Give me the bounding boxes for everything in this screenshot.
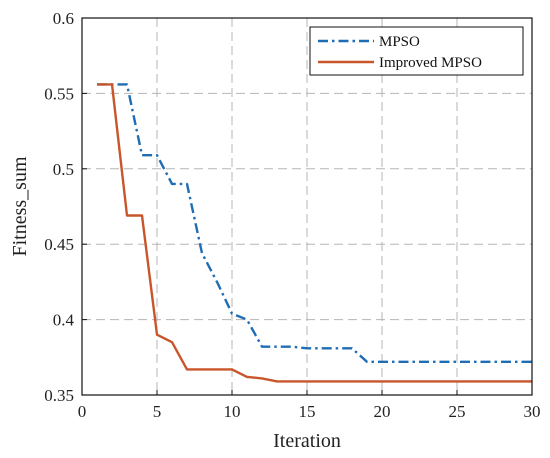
series-line-mpso bbox=[97, 83, 532, 363]
x-tick-label: 30 bbox=[524, 402, 541, 421]
y-axis-title: Fitness_sum bbox=[9, 156, 31, 256]
y-tick-label: 0.55 bbox=[44, 84, 74, 103]
series-line-improved-mpso bbox=[97, 83, 532, 383]
y-tick-label: 0.4 bbox=[53, 311, 75, 330]
ticks: 0 5 10 15 20 25 30 0.35 0.4 0.45 0.5 0.55 0.6 bbox=[44, 9, 540, 421]
legend-label-improved-mpso: Improved MPSO bbox=[379, 55, 482, 71]
y-tick-label: 0.5 bbox=[53, 160, 74, 179]
x-axis-title: Iteration bbox=[273, 430, 341, 452]
y-tick-label: 0.45 bbox=[44, 235, 74, 254]
grid bbox=[82, 18, 532, 395]
x-tick-label: 15 bbox=[299, 402, 316, 421]
y-tick-label: 0.6 bbox=[53, 9, 74, 28]
legend-label-mpso: MPSO bbox=[379, 34, 420, 50]
x-tick-label: 10 bbox=[224, 402, 241, 421]
series-layer bbox=[97, 83, 532, 383]
x-tick-label: 25 bbox=[449, 402, 466, 421]
x-tick-label: 5 bbox=[153, 402, 162, 421]
legend: MPSO Improved MPSO bbox=[309, 26, 524, 76]
y-tick-label: 0.35 bbox=[44, 386, 74, 405]
legend-box bbox=[309, 26, 524, 76]
x-tick-label: 0 bbox=[78, 402, 87, 421]
x-tick-label: 20 bbox=[374, 402, 391, 421]
